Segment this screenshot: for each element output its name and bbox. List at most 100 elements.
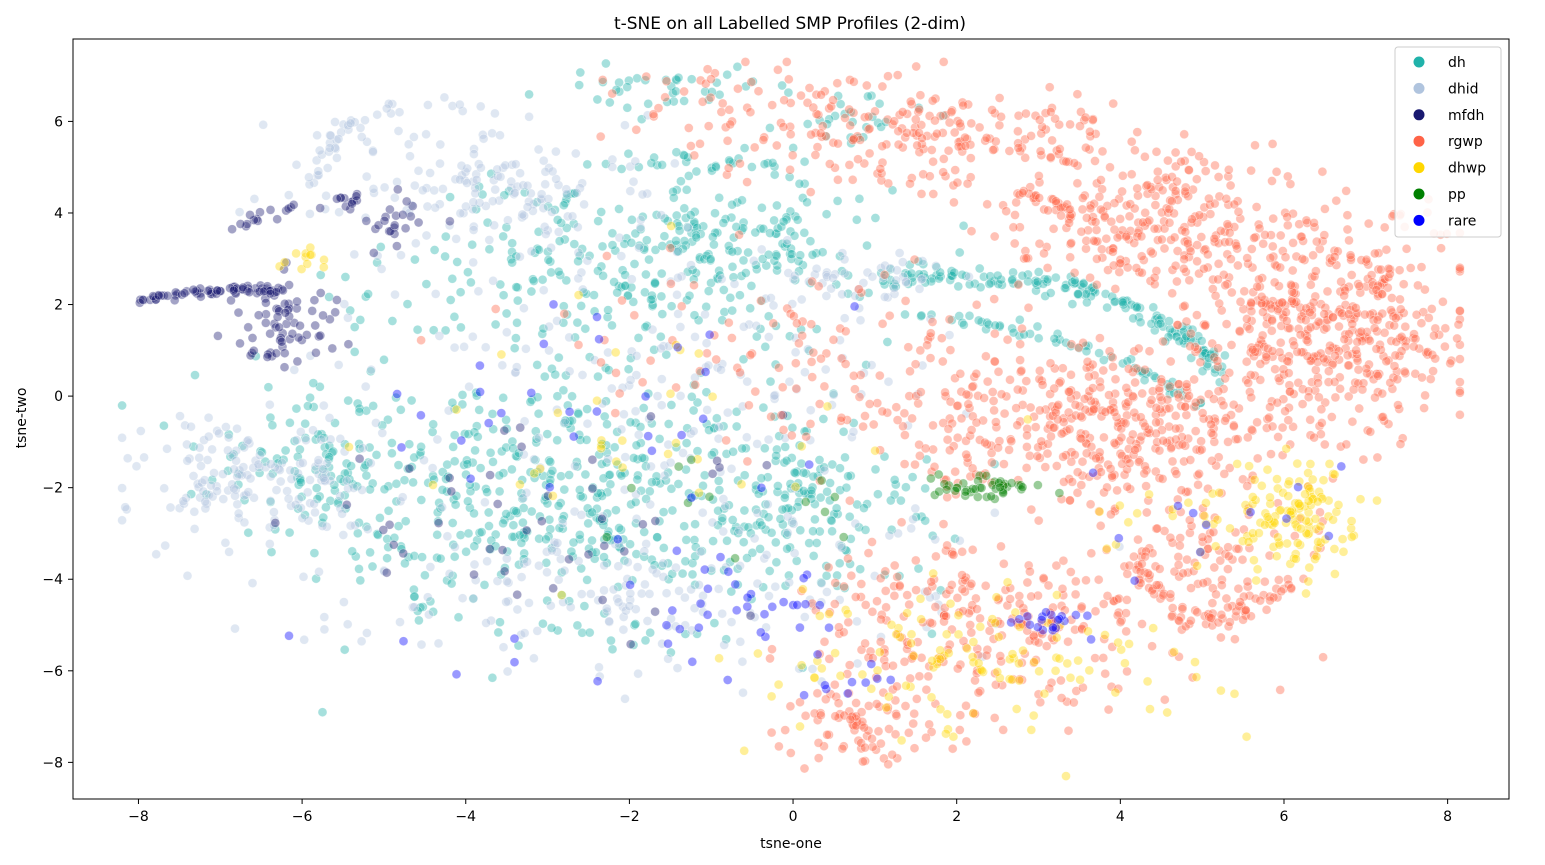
scatter-point-dhid [669, 158, 680, 169]
scatter-point-dhid [422, 201, 433, 212]
scatter-point-rgwp [723, 317, 734, 328]
scatter-point-rgwp [1372, 452, 1383, 463]
scatter-point-dhwp [611, 456, 622, 467]
scatter-point-dhid [434, 331, 445, 341]
scatter-point-rgwp [863, 701, 874, 711]
scatter-point-dh [343, 395, 354, 406]
scatter-point-dh [840, 452, 850, 463]
scatter-point-rgwp [807, 372, 818, 382]
scatter-point-dhid [361, 171, 372, 182]
scatter-point-dhwp [592, 395, 602, 406]
scatter-point-rgwp [725, 119, 736, 130]
scatter-point-rgwp [1288, 238, 1298, 248]
scatter-point-dhid [726, 463, 737, 474]
scatter-point-rgwp [690, 379, 701, 390]
scatter-point-dh [737, 195, 747, 206]
scatter-point-dh [791, 556, 802, 566]
scatter-point-dhwp [1283, 491, 1293, 501]
scatter-point-dh [387, 448, 397, 459]
scatter-point-dh [727, 305, 738, 316]
scatter-point-rgwp [1379, 327, 1390, 338]
scatter-point-rgwp [957, 570, 967, 580]
scatter-point-mfdh [536, 516, 547, 527]
scatter-point-dh [328, 446, 339, 457]
scatter-point-rgwp [1320, 439, 1330, 450]
scatter-point-rgwp [848, 370, 859, 381]
scatter-point-dhid [855, 315, 866, 326]
scatter-point-dhid [608, 584, 619, 595]
scatter-point-rgwp [1122, 481, 1133, 492]
scatter-point-rgwp [955, 368, 966, 379]
scatter-point-rgwp [1410, 333, 1421, 344]
scatter-point-rgwp [1192, 256, 1202, 267]
scatter-point-rgwp [1151, 417, 1161, 428]
scatter-point-dhid [368, 184, 379, 194]
scatter-point-rgwp [947, 743, 958, 754]
scatter-point-mfdh [253, 310, 264, 321]
scatter-point-dh [507, 238, 518, 248]
scatter-point-rgwp [1051, 196, 1061, 206]
scatter-point-rgwp [676, 301, 687, 312]
scatter-point-dh [603, 365, 614, 375]
scatter-point-rgwp [1351, 345, 1361, 356]
scatter-point-dhid [518, 493, 529, 503]
scatter-point-rgwp [1178, 568, 1188, 579]
scatter-point-dh [383, 505, 394, 516]
scatter-point-rgwp [1114, 593, 1124, 604]
scatter-point-dhid [930, 534, 941, 545]
scatter-point-dh [566, 546, 577, 557]
scatter-point-rgwp [1180, 401, 1191, 412]
scatter-point-dhid [836, 542, 847, 553]
scatter-point-dh [654, 434, 665, 444]
scatter-point-rgwp [1171, 469, 1182, 479]
scatter-point-rgwp [1044, 82, 1055, 92]
scatter-point-rgwp [1387, 293, 1397, 303]
scatter-point-rgwp [896, 517, 907, 528]
scatter-point-rgwp [1268, 213, 1278, 224]
scatter-point-dhid [631, 351, 642, 361]
scatter-point-dh [656, 268, 667, 279]
scatter-point-dhwp [548, 491, 558, 501]
scatter-point-rgwp [611, 368, 621, 378]
scatter-point-rgwp [1353, 364, 1364, 375]
scatter-point-dhid [544, 321, 554, 332]
scatter-point-rgwp [1121, 383, 1132, 393]
scatter-point-rgwp [1390, 350, 1401, 361]
scatter-point-dh [755, 544, 765, 554]
scatter-point-rgwp [899, 656, 910, 667]
scatter-point-dh [501, 509, 512, 519]
scatter-point-mfdh [243, 322, 253, 333]
scatter-point-dhid [319, 612, 330, 622]
scatter-point-dhid [545, 600, 556, 611]
scatter-point-rgwp [1455, 305, 1465, 316]
scatter-point-dhwp [1324, 459, 1335, 469]
scatter-point-dhid [688, 426, 699, 437]
scatter-point-rgwp [950, 466, 961, 477]
scatter-point-dhid [573, 273, 584, 284]
scatter-point-rgwp [1137, 619, 1147, 629]
scatter-point-rgwp [1327, 412, 1337, 422]
scatter-point-dh [265, 412, 276, 423]
scatter-point-dhwp [1304, 562, 1315, 573]
scatter-point-dh [843, 471, 853, 482]
scatter-point-dhid [702, 405, 713, 415]
scatter-point-rgwp [629, 310, 640, 321]
scatter-point-dhwp [1006, 674, 1017, 685]
scatter-point-rgwp [1339, 334, 1350, 345]
scatter-point-dhid [768, 300, 779, 311]
scatter-point-dh [622, 103, 633, 113]
scatter-point-dhid [444, 568, 455, 579]
scatter-point-rgwp [864, 148, 875, 159]
scatter-point-rgwp [1275, 685, 1285, 695]
scatter-point-rgwp [914, 671, 925, 682]
scatter-point-dh [773, 481, 783, 491]
scatter-point-rgwp [844, 104, 855, 115]
scatter-point-rgwp [911, 585, 921, 595]
scatter-point-rgwp [705, 92, 716, 103]
scatter-point-dhid [482, 556, 492, 567]
scatter-point-mfdh [761, 460, 772, 471]
scatter-point-rgwp [837, 743, 848, 754]
scatter-point-mfdh [260, 318, 271, 328]
scatter-point-dh [984, 279, 995, 289]
scatter-point-rgwp [686, 141, 696, 151]
